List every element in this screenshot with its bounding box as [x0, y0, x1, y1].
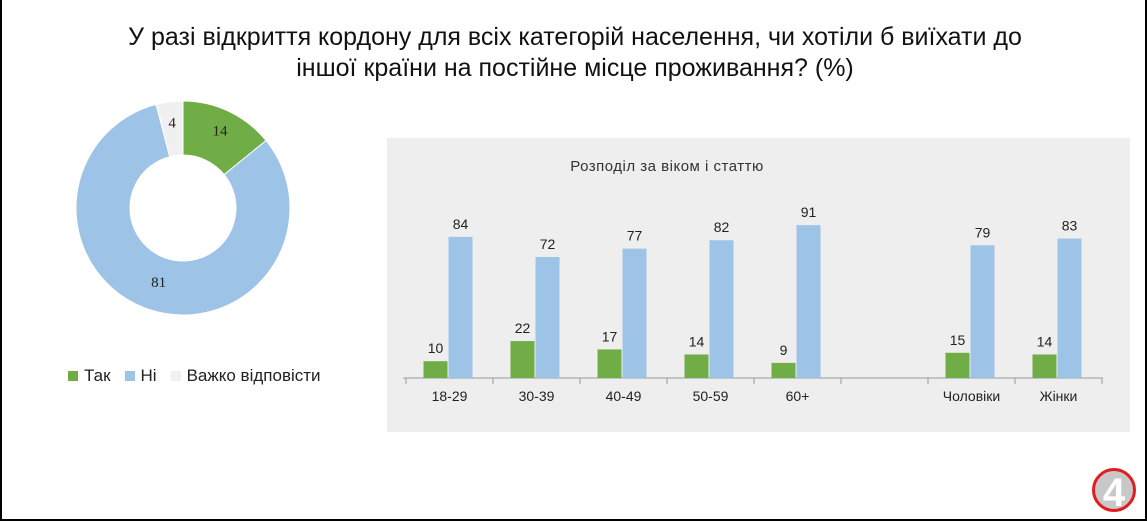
bar-no	[1057, 238, 1082, 378]
bar-label-yes: 15	[950, 332, 966, 348]
legend-item-no: Ні	[124, 366, 157, 386]
title-line-2: іншої країни на постійне місце проживанн…	[296, 54, 854, 82]
x-tick-label: 18-29	[432, 388, 468, 404]
legend-item-yes: Так	[68, 366, 111, 386]
bar-label-yes: 17	[602, 328, 618, 344]
donut-label-no: 81	[151, 275, 166, 291]
legend-label-hard: Важко відповісти	[186, 366, 321, 385]
bar-chart-title: Розподіл за віком і статтю	[570, 158, 764, 175]
bar-label-yes: 14	[689, 333, 705, 349]
channel-logo: 4	[1092, 468, 1136, 515]
bar-label-no: 82	[714, 219, 730, 235]
bar-label-no: 79	[975, 224, 991, 240]
legend-label-no: Ні	[140, 366, 157, 385]
bar-yes	[423, 361, 448, 378]
bar-label-yes: 9	[780, 342, 788, 358]
bar-label-no: 84	[453, 216, 469, 232]
bar-yes	[945, 352, 970, 378]
bar-yes	[510, 341, 535, 378]
bar-yes	[684, 354, 709, 378]
donut-legend: Так Ні Важко відповісти	[68, 366, 321, 386]
bar-yes	[597, 349, 622, 378]
donut-label-yes: 14	[212, 123, 228, 139]
slide-title: У разі відкриття кордону для всіх катего…	[40, 22, 1110, 84]
bar-label-no: 91	[801, 204, 817, 220]
bar-chart-panel	[387, 138, 1130, 432]
x-tick-label: 60+	[786, 388, 810, 404]
legend-swatch-no	[124, 371, 135, 381]
bar-label-no: 77	[627, 228, 643, 244]
bar-label-no: 72	[540, 236, 556, 252]
x-tick-label: Чоловіки	[943, 388, 1000, 404]
legend-swatch-hard	[170, 371, 181, 381]
x-tick-label: 40-49	[606, 388, 642, 404]
bar-no	[535, 257, 560, 378]
title-line-1: У разі відкриття кордону для всіх катего…	[128, 23, 1022, 51]
bar-no	[622, 248, 647, 378]
legend-item-hard: Важко відповісти	[170, 366, 321, 386]
donut-slice-hard	[155, 100, 184, 158]
x-tick-label: 30-39	[519, 388, 555, 404]
bar-no	[796, 225, 821, 378]
x-tick-label: Жінки	[1040, 388, 1078, 404]
bar-no	[709, 240, 734, 378]
bar-label-yes: 22	[515, 320, 531, 336]
legend-swatch-yes	[68, 371, 78, 381]
x-tick-label: 50-59	[693, 388, 729, 404]
bar-label-no: 83	[1062, 218, 1078, 234]
bar-label-yes: 10	[428, 340, 444, 356]
bar-no	[448, 236, 473, 378]
donut-label-hard: 4	[168, 116, 176, 132]
bar-no	[970, 245, 995, 378]
legend-label-yes: Так	[84, 366, 111, 385]
bar-yes	[1032, 354, 1057, 378]
bar-yes	[771, 362, 796, 378]
bar-label-yes: 14	[1037, 333, 1053, 349]
donut-slice-no	[75, 103, 291, 316]
